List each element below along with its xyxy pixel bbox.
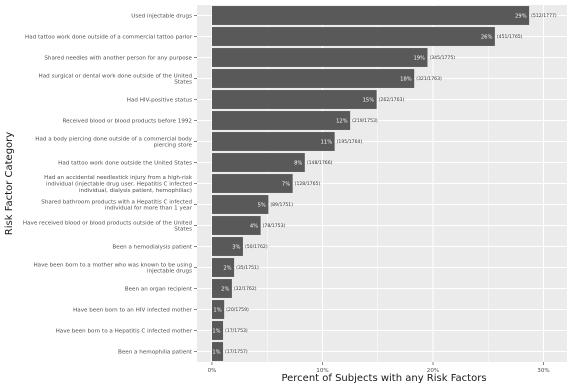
y-tick-label: Been a hemophilia patient: [118, 350, 193, 356]
y-tick-label: Have been born to a mother who was known…: [33, 262, 192, 274]
bar: [212, 237, 243, 256]
bar-percent-label: 26%: [481, 34, 493, 40]
x-tick-label: 20%: [427, 368, 439, 374]
bars: 29% (512/1777) 26% (451/1765) 19% (345/1775) 1…: [212, 6, 557, 361]
y-axis-category-labels: Used injectable drugs Had tattoo work don…: [23, 14, 197, 356]
bar: [212, 27, 495, 46]
x-axis-title: Percent of Subjects with any Risk Factor…: [281, 373, 486, 384]
bar-percent-label: 5%: [258, 202, 266, 208]
y-tick-label: Received blood or blood products before …: [62, 119, 192, 125]
y-tick-label: Had surgical or dental work done outside…: [38, 73, 192, 85]
x-axis-tick-labels: 0% 10% 20% 30%: [208, 362, 550, 374]
bar-percent-label: 18%: [400, 76, 412, 82]
bar-count-label: (17/1757): [225, 349, 248, 355]
y-tick-label: Shared bathroom products with a Hepatiti…: [41, 199, 192, 211]
bar: [212, 195, 269, 214]
bar-percent-label: 2%: [223, 265, 231, 271]
y-tick-label: Shared needles with another person for a…: [44, 56, 192, 62]
bar-count-label: (128/1765): [295, 181, 321, 187]
bar: [212, 48, 428, 67]
y-axis-title: Risk Factor Category: [4, 132, 15, 235]
bar-percent-label: 2%: [221, 286, 229, 292]
bar: [212, 6, 530, 25]
bar-count-label: (512/1777): [531, 13, 557, 19]
bar-percent-label: 7%: [282, 181, 290, 187]
bar: [212, 90, 377, 109]
bar-count-label: (17/1753): [225, 328, 248, 334]
bar: [212, 342, 224, 361]
bar-count-label: (50/1762): [245, 244, 268, 250]
y-tick-label: Had an accidental needlestick injury fro…: [44, 175, 193, 194]
bar-percent-label: 8%: [294, 160, 302, 166]
bar-percent-label: 1%: [213, 307, 221, 313]
bar-percent-label: 1%: [212, 349, 220, 355]
bar-count-label: (321/1763): [416, 76, 442, 82]
y-tick-label: Have been born to an HIV infected mother: [73, 308, 193, 314]
bar-count-label: (20/1759): [226, 307, 249, 313]
y-tick-label: Had HIV-positive status: [127, 98, 192, 104]
x-tick-label: 0%: [208, 368, 217, 374]
bar-percent-label: 15%: [363, 97, 375, 103]
bar-count-label: (78/1753): [263, 223, 286, 229]
bar-count-label: (451/1765): [497, 34, 523, 40]
bar: [212, 69, 415, 88]
bar-count-label: (32/1762): [234, 286, 257, 292]
x-tick-label: 30%: [537, 368, 549, 374]
bar: [212, 174, 293, 193]
bar-percent-label: 4%: [250, 223, 258, 229]
bar: [212, 132, 335, 151]
bar: [212, 300, 225, 319]
bar-count-label: (195/1764): [337, 139, 363, 145]
y-tick-label: Had tattoo work done outside of a commer…: [25, 35, 193, 41]
bar-percent-label: 29%: [515, 13, 527, 19]
y-tick-label: Have received blood or blood products ou…: [23, 220, 193, 232]
x-tick-label: 10%: [316, 368, 328, 374]
bar: [212, 216, 261, 235]
bar-count-label: (219/1753): [352, 118, 378, 124]
bar-percent-label: 11%: [321, 139, 333, 145]
bar-percent-label: 1%: [212, 328, 220, 334]
bar-count-label: (345/1775): [429, 55, 455, 61]
bar: [212, 279, 232, 298]
y-tick-label: Had a body piercing done outside of a co…: [35, 136, 192, 148]
bar-count-label: (89/1751): [270, 202, 293, 208]
y-tick-label: Been a hemodialysis patient: [112, 245, 192, 251]
bar: [212, 111, 351, 130]
y-tick-label: Had tattoo work done outside the United …: [58, 161, 192, 167]
bar: [212, 153, 305, 172]
bar-count-label: (148/1766): [307, 160, 333, 166]
y-tick-label: Have been born to a Hepatitis C infected…: [56, 329, 193, 335]
y-tick-label: Used injectable drugs: [131, 14, 192, 20]
y-tick-label: Been an organ recipient: [125, 287, 193, 293]
bar-percent-label: 12%: [336, 118, 348, 124]
bar-count-label: (262/1763): [379, 97, 405, 103]
bar-percent-label: 19%: [413, 55, 425, 61]
bar-count-label: (35/1751): [236, 265, 259, 271]
bar: [212, 258, 235, 277]
bar-percent-label: 3%: [232, 244, 240, 250]
bar: [212, 321, 224, 340]
